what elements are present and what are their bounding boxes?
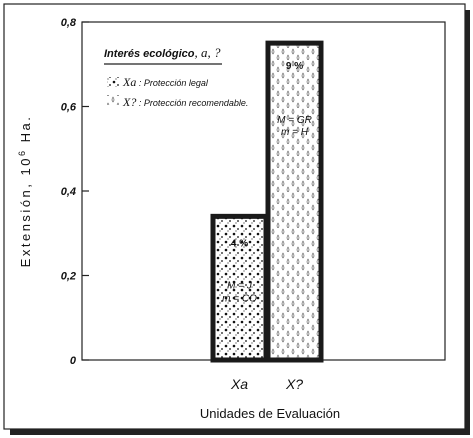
legend: Interés ecológico, a, ? Xa : Protección … xyxy=(104,45,248,109)
x-category-label: X? xyxy=(285,376,303,392)
bar-m-label: M = GR xyxy=(277,115,312,126)
legend-swatch-xa xyxy=(107,77,119,87)
bar-percent-label: 4 % xyxy=(231,238,248,249)
bars: 4 % M = J m = CO 9 % M = GRm = H xyxy=(210,40,324,363)
legend-item-xq: X? : Protección recomendable. xyxy=(122,95,248,109)
bar-m-label: M = J xyxy=(227,280,253,291)
y-axis-ticks: 0 0,2 0,4 0,6 0,8 xyxy=(61,17,89,367)
x-category-label: Xa xyxy=(230,376,248,392)
bar-xq xyxy=(265,40,324,363)
legend-item-xa: Xa : Protección legal xyxy=(122,75,209,89)
x-axis-categories: Xa X? xyxy=(230,376,303,392)
bar-percent-label: 9 % xyxy=(286,61,303,72)
y-tick-label: 0,8 xyxy=(61,17,77,29)
y-tick-label: 0,2 xyxy=(61,271,76,283)
y-tick-label: 0 xyxy=(70,355,77,367)
y-axis-label: Extensión, 106 Ha. xyxy=(17,115,33,268)
legend-swatch-xq xyxy=(107,95,119,105)
y-tick-label: 0,4 xyxy=(61,186,76,198)
y-tick-label: 0,6 xyxy=(61,102,77,114)
legend-title: Interés ecológico, a, ? xyxy=(104,45,221,60)
x-axis-label: Unidades de Evaluación xyxy=(200,406,340,421)
bar-m2-label: m = H xyxy=(281,127,309,138)
bar-m2-label: m = CO xyxy=(222,293,257,304)
